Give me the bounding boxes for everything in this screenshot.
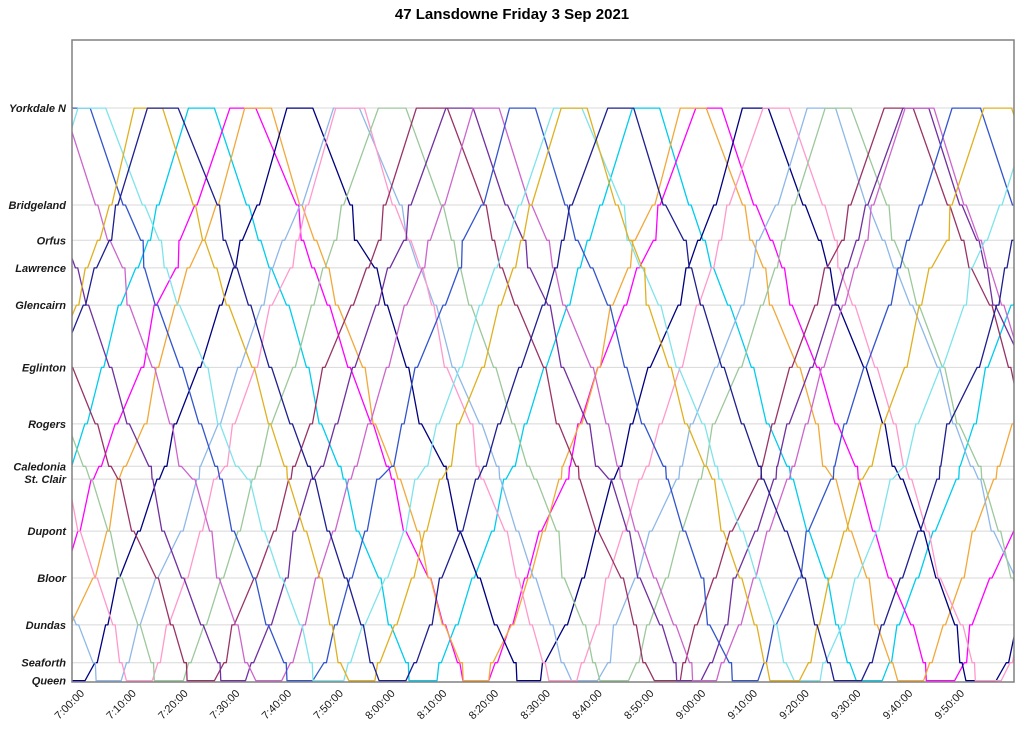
chart-title: 47 Lansdowne Friday 3 Sep 2021 [394, 6, 630, 23]
trip-line [72, 107, 1014, 682]
time-tick-label: 9:00:00 [674, 688, 708, 722]
time-tick-label: 9:40:00 [881, 688, 915, 722]
time-tick-label: 8:30:00 [519, 688, 553, 722]
station-label: Glencairn [15, 300, 66, 312]
station-label: Dundas [26, 620, 66, 632]
trip-line [72, 107, 1014, 682]
trip-line [72, 107, 1014, 682]
time-tick-label: 7:10:00 [104, 688, 138, 722]
time-tick-label: 7:40:00 [260, 688, 294, 722]
time-tick-label: 8:10:00 [415, 688, 449, 722]
station-label: Eglinton [22, 362, 66, 374]
trip-line [72, 107, 1014, 682]
time-tick-label: 8:40:00 [570, 688, 604, 722]
time-tick-label: 7:00:00 [53, 688, 87, 722]
trip-line [72, 107, 1014, 682]
station-label: Seaforth [21, 658, 66, 670]
station-label: Rogers [28, 419, 66, 431]
trip-line [72, 107, 1014, 682]
time-tick-label: 9:30:00 [829, 688, 863, 722]
station-label: Dupont [28, 526, 68, 538]
station-label: St. Clair [24, 474, 66, 486]
trip-line [72, 107, 1014, 682]
station-label: Orfus [37, 235, 66, 247]
trip-line [72, 107, 1014, 682]
time-tick-label: 9:20:00 [777, 688, 811, 722]
time-tick-label: 7:20:00 [156, 688, 190, 722]
station-label: Queen [32, 676, 67, 688]
time-tick-label: 8:50:00 [622, 688, 656, 722]
station-label: Bridgeland [9, 200, 67, 212]
time-tick-label: 9:10:00 [726, 688, 760, 722]
trip-line [72, 107, 1014, 682]
plot-border [71, 39, 1015, 683]
station-label: Yorkdale N [9, 103, 67, 115]
time-tick-label: 7:30:00 [208, 688, 242, 722]
time-tick-label: 9:50:00 [933, 688, 967, 722]
station-label: Caledonia [13, 461, 66, 473]
trip-lines-group [72, 107, 1014, 682]
time-tick-label: 8:00:00 [363, 688, 397, 722]
time-tick-label: 7:50:00 [312, 688, 346, 722]
trip-line [72, 107, 1014, 682]
time-tick-label: 8:20:00 [467, 688, 501, 722]
trip-line [72, 107, 1014, 682]
station-label: Bloor [37, 573, 66, 585]
station-label: Lawrence [15, 263, 66, 275]
trip-line [72, 107, 1014, 682]
trip-line [72, 107, 1014, 682]
trip-line [72, 107, 1014, 682]
